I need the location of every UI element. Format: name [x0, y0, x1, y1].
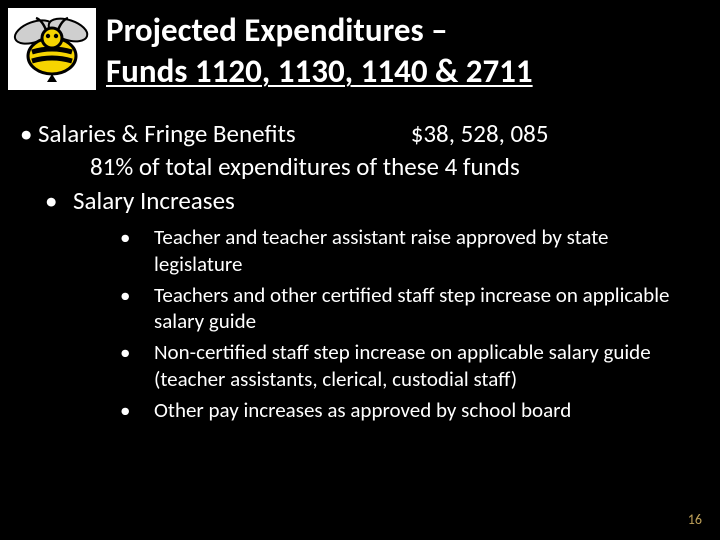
- salary-increase-sublist: • Teacher and teacher assistant raise ap…: [120, 224, 680, 424]
- list-item-text: Teacher and teacher assistant raise appr…: [154, 224, 680, 278]
- list-item: • Non-certified staff step increase on a…: [120, 339, 680, 393]
- bullet-icon: •: [120, 397, 154, 424]
- bullet-icon: •: [120, 339, 154, 366]
- salaries-amount: $38, 528, 085: [411, 118, 549, 149]
- salaries-label: Salaries & Fringe Benefits: [38, 118, 296, 149]
- page-number: 16: [688, 511, 702, 528]
- bullet-salary-increases: • Salary Increases: [45, 185, 700, 216]
- title-line-2: Funds 1120, 1130, 1140 & 2711: [106, 51, 666, 92]
- list-item-text: Non-certified staff step increase on app…: [154, 339, 680, 393]
- list-item-text: Teachers and other certified staff step …: [154, 282, 680, 336]
- bullet-icon: •: [45, 185, 73, 216]
- bullet-icon: •: [120, 282, 154, 309]
- bullet-salaries-fringe: • Salaries & Fringe Benefits $38, 528, 0…: [20, 118, 700, 149]
- list-item: • Teacher and teacher assistant raise ap…: [120, 224, 680, 278]
- list-item: • Teachers and other certified staff ste…: [120, 282, 680, 336]
- slide: Projected Expenditures – Funds 1120, 113…: [0, 0, 720, 540]
- title-line-1: Projected Expenditures –: [106, 10, 666, 51]
- slide-title: Projected Expenditures – Funds 1120, 113…: [106, 10, 666, 93]
- bullet-icon: •: [20, 118, 38, 149]
- salary-increases-label: Salary Increases: [73, 185, 235, 216]
- bullet-icon: •: [120, 224, 154, 251]
- slide-body: • Salaries & Fringe Benefits $38, 528, 0…: [20, 118, 700, 428]
- list-item: • Other pay increases as approved by sch…: [120, 397, 680, 424]
- list-item-text: Other pay increases as approved by schoo…: [154, 397, 680, 424]
- hornet-logo-icon: [8, 8, 96, 90]
- pct-of-total-line: 81% of total expenditures of these 4 fun…: [90, 151, 700, 182]
